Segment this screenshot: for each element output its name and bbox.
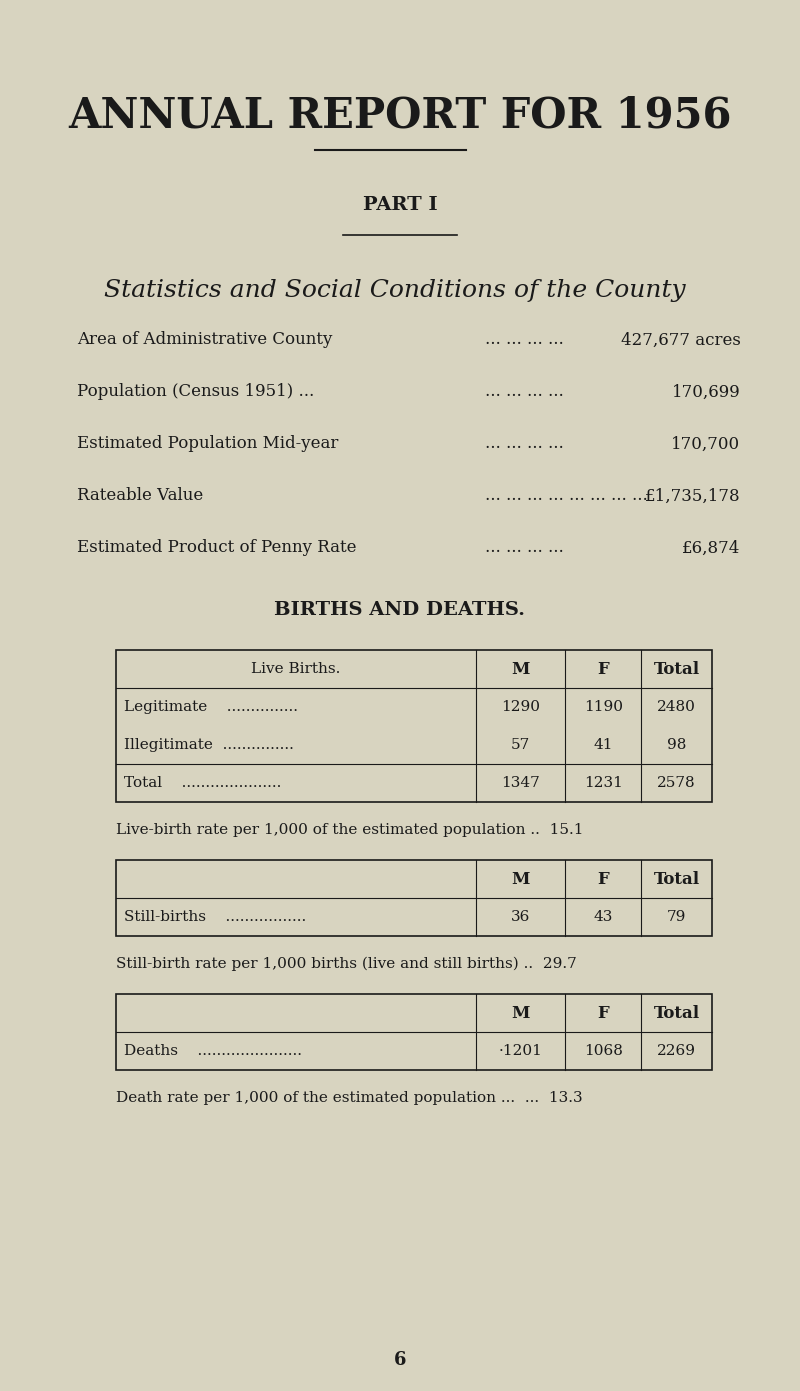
Text: Legitimate    ...............: Legitimate ...............: [124, 700, 298, 714]
Text: Still-births    .................: Still-births .................: [124, 910, 306, 924]
Text: F: F: [598, 661, 609, 677]
Text: 41: 41: [594, 739, 613, 753]
Text: £1,735,178: £1,735,178: [645, 487, 741, 505]
Text: Total: Total: [654, 871, 700, 887]
Text: Rateable Value: Rateable Value: [77, 487, 203, 505]
Text: 6: 6: [394, 1351, 406, 1369]
Text: 2269: 2269: [657, 1045, 696, 1059]
Text: Deaths    ......................: Deaths ......................: [124, 1045, 302, 1059]
Text: 1068: 1068: [584, 1045, 622, 1059]
Text: Death rate per 1,000 of the estimated population ...  ...  13.3: Death rate per 1,000 of the estimated po…: [116, 1091, 583, 1104]
Text: 1231: 1231: [584, 776, 622, 790]
Bar: [116, 860, 712, 936]
Text: 79: 79: [667, 910, 686, 924]
Text: 170,700: 170,700: [671, 435, 741, 452]
Text: BIRTHS AND DEATHS.: BIRTHS AND DEATHS.: [274, 601, 526, 619]
Text: ... ... ... ...: ... ... ... ...: [485, 435, 564, 452]
Text: 1290: 1290: [501, 700, 540, 714]
Text: 427,677 acres: 427,677 acres: [621, 331, 741, 349]
Text: M: M: [511, 661, 530, 677]
Text: M: M: [511, 871, 530, 887]
Text: 1190: 1190: [584, 700, 623, 714]
Text: F: F: [598, 1004, 609, 1021]
Text: Population (Census 1951) ...: Population (Census 1951) ...: [77, 384, 314, 401]
Text: Total: Total: [654, 1004, 700, 1021]
Text: ... ... ... ... ... ... ... ...: ... ... ... ... ... ... ... ...: [485, 487, 648, 505]
Text: Still-birth rate per 1,000 births (live and still births) ..  29.7: Still-birth rate per 1,000 births (live …: [116, 957, 577, 971]
Text: F: F: [598, 871, 609, 887]
Text: ... ... ... ...: ... ... ... ...: [485, 540, 564, 556]
Text: ·1201: ·1201: [498, 1045, 542, 1059]
Text: Area of Administrative County: Area of Administrative County: [77, 331, 332, 349]
Text: Total: Total: [654, 661, 700, 677]
Text: ANNUAL REPORT FOR 1956: ANNUAL REPORT FOR 1956: [68, 95, 732, 136]
Text: Live-birth rate per 1,000 of the estimated population ..  15.1: Live-birth rate per 1,000 of the estimat…: [116, 823, 584, 837]
Bar: [116, 650, 712, 803]
Text: 43: 43: [594, 910, 613, 924]
Text: Estimated Product of Penny Rate: Estimated Product of Penny Rate: [77, 540, 356, 556]
Bar: [116, 995, 712, 1070]
Text: Estimated Population Mid-year: Estimated Population Mid-year: [77, 435, 338, 452]
Text: 2480: 2480: [657, 700, 696, 714]
Text: 98: 98: [667, 739, 686, 753]
Text: 2578: 2578: [658, 776, 696, 790]
Text: Total    .....................: Total .....................: [124, 776, 282, 790]
Text: Statistics and Social Conditions of the County: Statistics and Social Conditions of the …: [105, 278, 686, 302]
Text: Illegitimate  ...............: Illegitimate ...............: [124, 739, 294, 753]
Text: ... ... ... ...: ... ... ... ...: [485, 331, 564, 349]
Text: PART I: PART I: [362, 196, 438, 214]
Text: Live Births.: Live Births.: [251, 662, 341, 676]
Text: ... ... ... ...: ... ... ... ...: [485, 384, 564, 401]
Text: M: M: [511, 1004, 530, 1021]
Text: £6,874: £6,874: [682, 540, 741, 556]
Text: 36: 36: [511, 910, 530, 924]
Text: 1347: 1347: [501, 776, 540, 790]
Text: 170,699: 170,699: [672, 384, 741, 401]
Text: 57: 57: [511, 739, 530, 753]
